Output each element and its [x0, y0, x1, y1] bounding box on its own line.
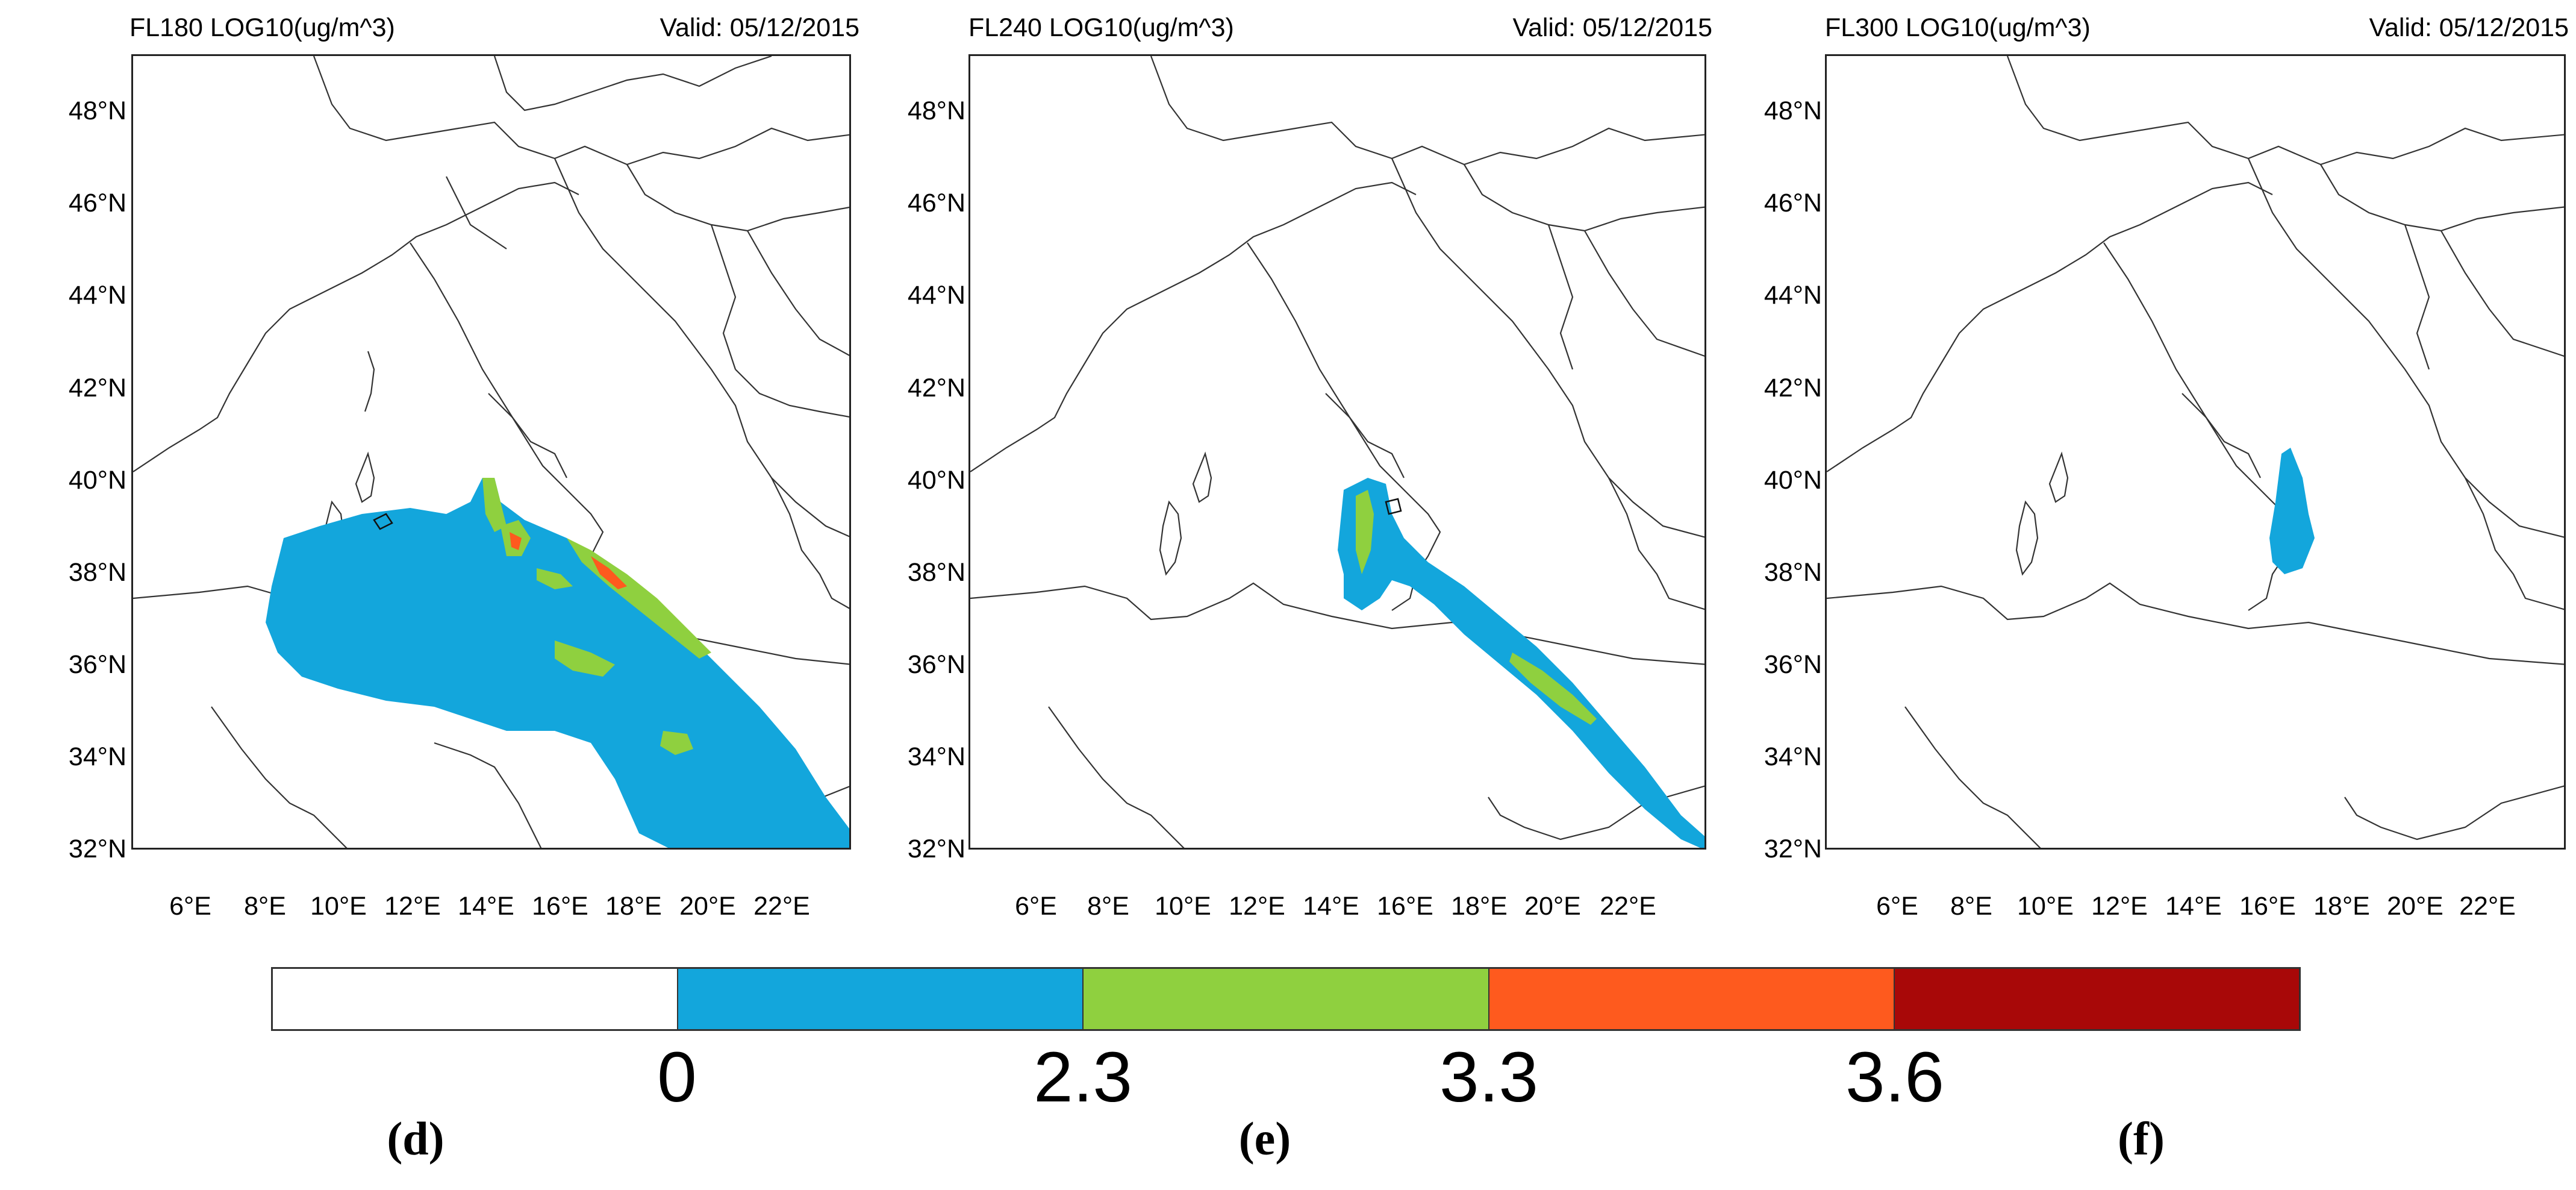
- lat-label: 46°N: [1764, 189, 1822, 218]
- lat-label: 38°N: [1764, 558, 1822, 587]
- lon-label: 22°E: [2459, 892, 2516, 921]
- colorbar-tick-label: 0: [657, 1038, 697, 1117]
- lon-label: 22°E: [753, 892, 810, 921]
- map-panel-e: FL240 LOG10(ug/m^3) Valid: 05/12/2015 48…: [854, 0, 1712, 952]
- colorbar-tick-label: 3.3: [1439, 1038, 1539, 1117]
- lat-label: 48°N: [68, 96, 126, 125]
- lat-label: 42°N: [68, 374, 126, 402]
- panel-title: FL300 LOG10(ug/m^3): [1825, 13, 2091, 42]
- lat-label: 42°N: [1764, 374, 1822, 402]
- colorbar-tick-label: 3.6: [1845, 1038, 1945, 1117]
- lat-label: 40°N: [1764, 466, 1822, 495]
- lat-label: 46°N: [68, 189, 126, 218]
- lat-label: 48°N: [1764, 96, 1822, 125]
- lon-label: 10°E: [310, 892, 367, 921]
- colorbar-segment: [1489, 969, 1895, 1029]
- panel-letter: (d): [387, 1112, 444, 1165]
- map-area: [968, 54, 1706, 850]
- lon-label: 14°E: [458, 892, 514, 921]
- lat-label: 38°N: [68, 558, 126, 587]
- ash-plume: [2269, 448, 2315, 574]
- lon-label: 14°E: [1303, 892, 1359, 921]
- map-area: [1825, 54, 2566, 850]
- lon-label: 16°E: [532, 892, 588, 921]
- lat-label: 36°N: [68, 650, 126, 679]
- panel-title: FL180 LOG10(ug/m^3): [129, 13, 395, 42]
- lon-label: 20°E: [679, 892, 736, 921]
- lon-label: 14°E: [2165, 892, 2222, 921]
- map-svg: [133, 56, 849, 848]
- lon-label: 18°E: [605, 892, 662, 921]
- valid-date: Valid: 05/12/2015: [1512, 13, 1712, 42]
- lat-label: 40°N: [68, 466, 126, 495]
- lon-label: 18°E: [2313, 892, 2370, 921]
- lon-label: 6°E: [1876, 892, 1918, 921]
- ash-plume: [266, 478, 849, 848]
- lon-label: 8°E: [244, 892, 286, 921]
- panel-letter: (e): [1238, 1112, 1291, 1165]
- lat-label: 34°N: [1764, 742, 1822, 771]
- lat-label: 40°N: [907, 466, 965, 495]
- lat-label: 44°N: [68, 281, 126, 310]
- colorbar-segment: [1084, 969, 1489, 1029]
- lon-label: 12°E: [1229, 892, 1285, 921]
- lat-label: 32°N: [68, 835, 126, 863]
- lon-label: 18°E: [1451, 892, 1508, 921]
- colorbar-tick-label: 2.3: [1033, 1038, 1133, 1117]
- lat-label: 32°N: [1764, 835, 1822, 863]
- lon-label: 6°E: [169, 892, 211, 921]
- lon-label: 6°E: [1015, 892, 1057, 921]
- colorbar-segment: [1894, 969, 2300, 1029]
- colorbar-segment: [273, 969, 679, 1029]
- lon-label: 10°E: [1155, 892, 1211, 921]
- lat-label: 32°N: [907, 835, 965, 863]
- lat-label: 44°N: [1764, 281, 1822, 310]
- valid-date: Valid: 05/12/2015: [660, 13, 859, 42]
- lat-label: 34°N: [68, 742, 126, 771]
- lon-label: 12°E: [384, 892, 441, 921]
- panel-letter: (f): [2118, 1112, 2165, 1165]
- map-area: [131, 54, 851, 850]
- lon-label: 12°E: [2091, 892, 2148, 921]
- lon-label: 8°E: [1950, 892, 1992, 921]
- lon-label: 8°E: [1087, 892, 1129, 921]
- colorbar: [271, 967, 2301, 1031]
- lon-label: 20°E: [1524, 892, 1581, 921]
- panel-title: FL240 LOG10(ug/m^3): [968, 13, 1234, 42]
- valid-date: Valid: 05/12/2015: [2369, 13, 2569, 42]
- ash-plume: [1338, 478, 1704, 848]
- lat-label: 46°N: [907, 189, 965, 218]
- map-svg: [1827, 56, 2564, 848]
- lon-label: 22°E: [1600, 892, 1656, 921]
- lat-label: 44°N: [907, 281, 965, 310]
- lat-label: 48°N: [907, 96, 965, 125]
- lat-label: 36°N: [907, 650, 965, 679]
- lat-label: 36°N: [1764, 650, 1822, 679]
- lat-label: 34°N: [907, 742, 965, 771]
- lat-label: 38°N: [907, 558, 965, 587]
- lat-label: 42°N: [907, 374, 965, 402]
- map-svg: [970, 56, 1704, 848]
- lon-label: 16°E: [2239, 892, 2296, 921]
- map-panel-d: FL180 LOG10(ug/m^3) Valid: 05/12/2015 48…: [0, 0, 859, 952]
- colorbar-segment: [678, 969, 1084, 1029]
- lon-label: 20°E: [2387, 892, 2443, 921]
- lon-label: 16°E: [1377, 892, 1433, 921]
- lon-label: 10°E: [2017, 892, 2074, 921]
- map-panel-f: FL300 LOG10(ug/m^3) Valid: 05/12/2015 48…: [1711, 0, 2569, 952]
